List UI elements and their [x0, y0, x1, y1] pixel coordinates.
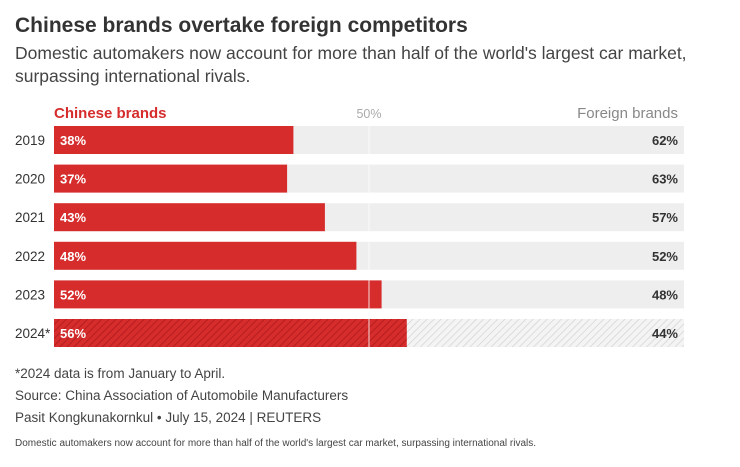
chart-title: Chinese brands overtake foreign competit…: [15, 14, 468, 37]
year-label-2024: 2024*: [15, 326, 51, 341]
value-label-chinese-2019: 38%: [60, 133, 86, 148]
year-label-2019: 2019: [15, 133, 45, 148]
bar-chinese-2024: [54, 319, 407, 347]
value-label-chinese-2024: 56%: [60, 326, 86, 341]
value-label-chinese-2020: 37%: [60, 172, 86, 187]
bar-chinese-2023: [54, 280, 382, 309]
year-label-2022: 2022: [15, 249, 45, 264]
value-label-foreign-2019: 62%: [652, 133, 678, 148]
bar-chinese-2021: [54, 203, 325, 232]
value-label-chinese-2023: 52%: [60, 287, 86, 302]
legend-chinese-brands: Chinese brands: [54, 105, 167, 122]
source-line: Source: China Association of Automobile …: [15, 388, 349, 403]
value-label-foreign-2021: 57%: [652, 210, 678, 225]
chart-subtitle: Domestic automakers now account for more…: [15, 43, 687, 86]
value-label-foreign-2023: 48%: [652, 287, 678, 302]
value-label-chinese-2022: 48%: [60, 249, 86, 264]
year-label-2021: 2021: [15, 210, 45, 225]
stacked-bar-chart: Chinese brands Foreign brands 50% 2019 38…: [15, 105, 684, 347]
value-label-foreign-2022: 52%: [652, 249, 678, 264]
value-label-foreign-2020: 63%: [652, 172, 678, 187]
midline-50-label: 50%: [356, 107, 381, 121]
value-label-chinese-2021: 43%: [60, 210, 86, 225]
byline: Pasit Kongkunakornkul • July 15, 2024 | …: [15, 410, 322, 425]
bar-chinese-2019: [54, 126, 294, 154]
bar-chinese-2020: [54, 164, 288, 193]
footnote-2024-note: *2024 data is from January to April.: [15, 366, 226, 381]
legend-foreign-brands: Foreign brands: [577, 105, 678, 122]
value-label-foreign-2024: 44%: [652, 326, 678, 341]
bar-chinese-2022: [54, 241, 357, 270]
image-caption: Domestic automakers now account for more…: [15, 438, 537, 449]
year-label-2020: 2020: [15, 172, 45, 187]
year-label-2023: 2023: [15, 287, 45, 302]
